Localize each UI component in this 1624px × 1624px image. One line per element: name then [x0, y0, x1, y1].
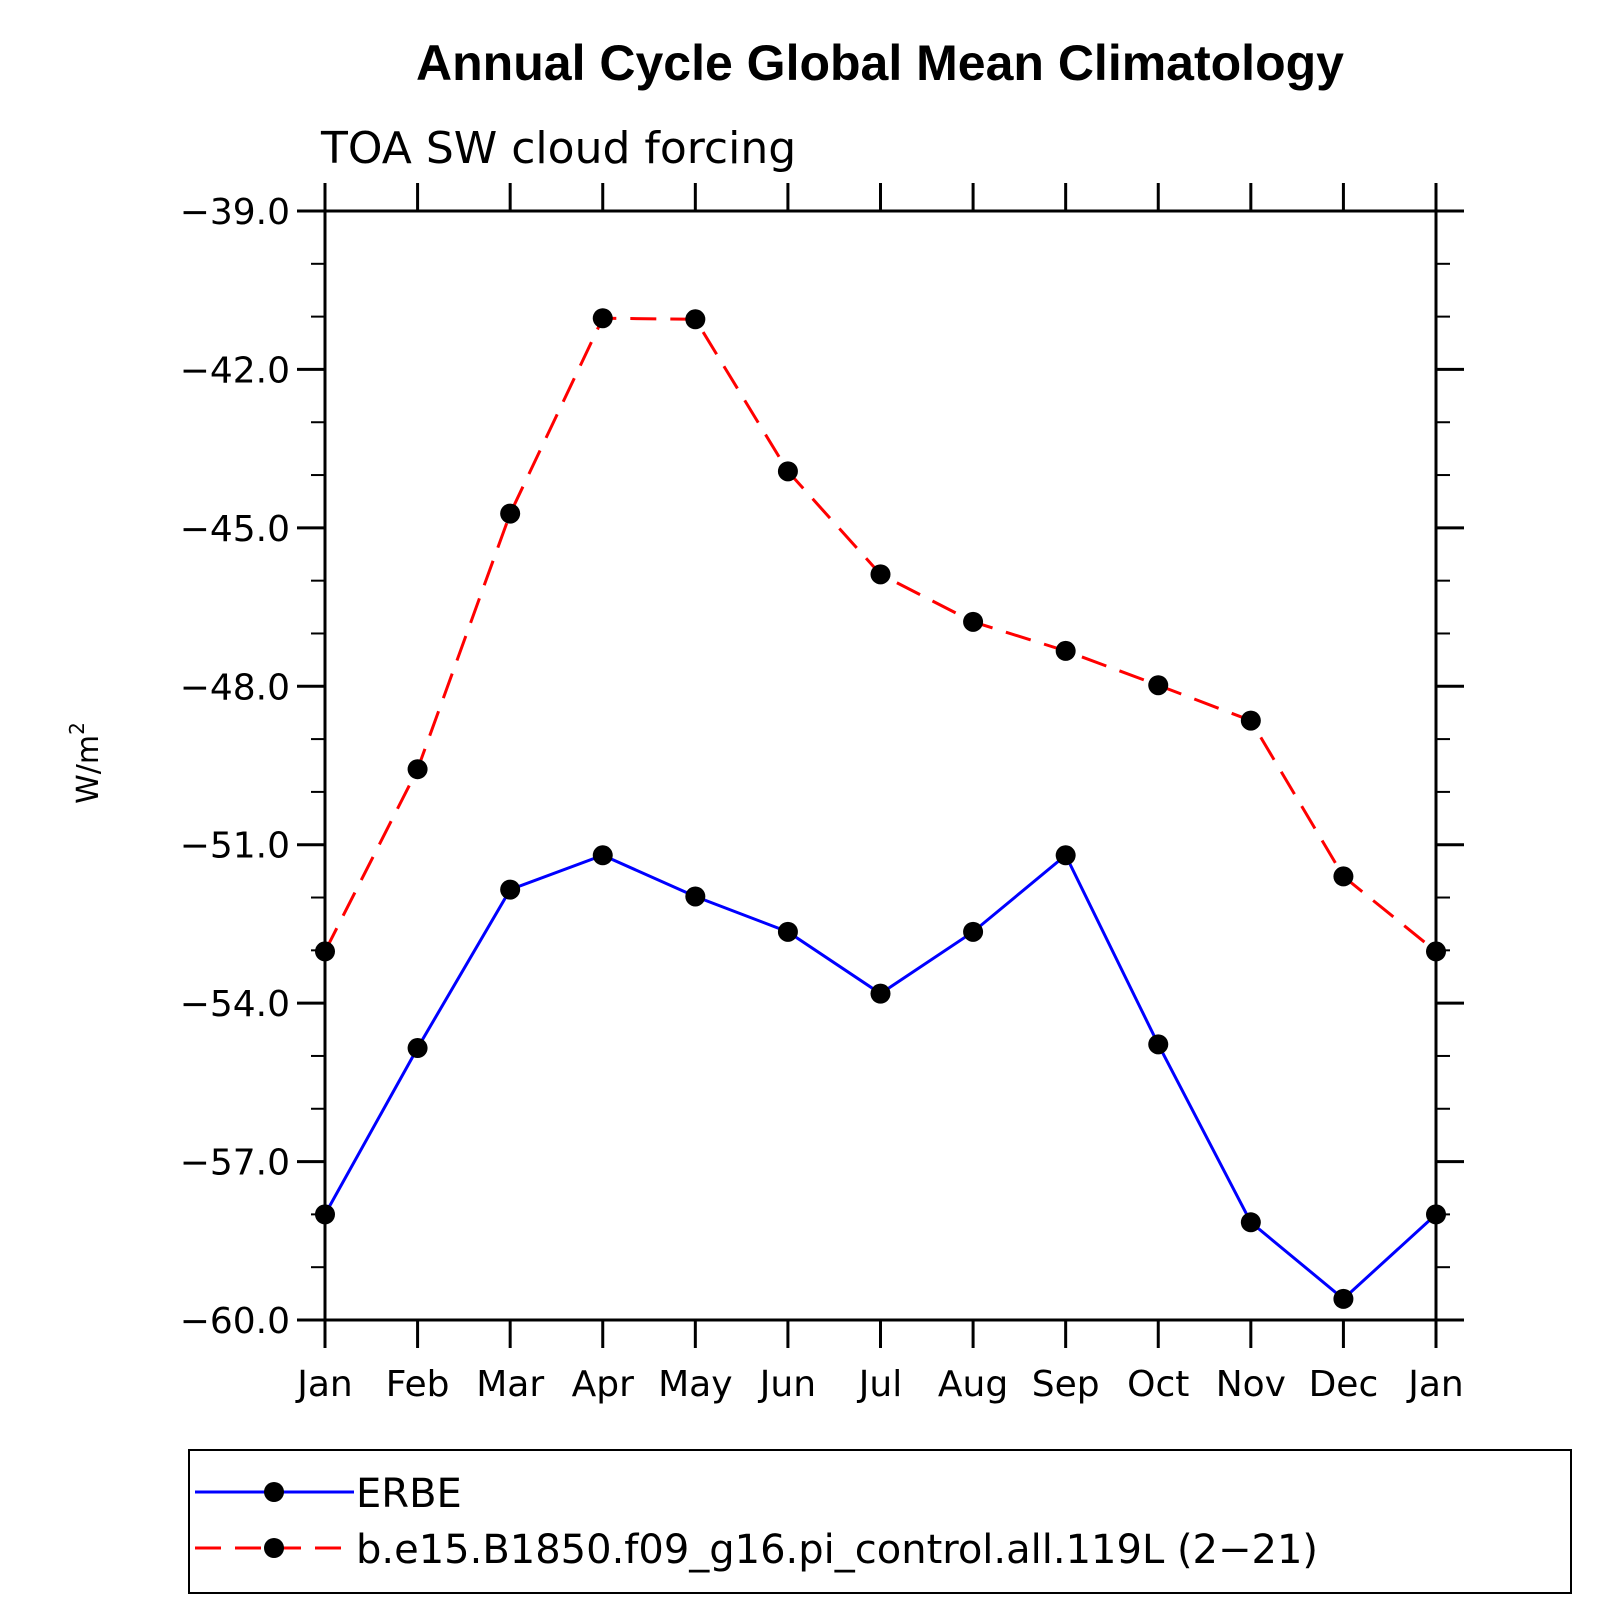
legend: ERBE b.e15.B1850.f09_g16.pi_control.all.1… [188, 1449, 1572, 1594]
data-point [500, 503, 521, 524]
data-point [685, 886, 706, 907]
data-point [1426, 1204, 1446, 1225]
data-point [963, 921, 984, 942]
series-line-2 [323, 316, 1437, 953]
x-tick-label: Apr [572, 1364, 634, 1405]
data-point [777, 921, 798, 942]
data-point [315, 941, 335, 962]
y-tick-label: −42.0 [180, 350, 290, 391]
data-point [1333, 866, 1354, 887]
x-tick-label: Aug [938, 1364, 1008, 1405]
data-point [1333, 1288, 1354, 1309]
x-tick-label: Sep [1032, 1364, 1100, 1405]
data-point [1240, 710, 1261, 731]
axes: −60.0 −57.0 −54.0 −51.0 −48.0 −45.0 −42.0 −39.0… [180, 183, 1464, 1405]
x-tick-label: Mar [476, 1364, 544, 1405]
y-tick-label: −57.0 [180, 1143, 290, 1184]
data-point [1148, 1034, 1169, 1055]
data-point [315, 1204, 335, 1225]
y-tick-label: −48.0 [180, 667, 290, 708]
data-point [592, 845, 613, 866]
data-point [500, 879, 521, 900]
legend-label: ERBE [356, 1471, 462, 1517]
y-tick-label: −51.0 [180, 826, 290, 867]
x-tick-label: Nov [1216, 1364, 1286, 1405]
legend-box [188, 1449, 1572, 1594]
data-point [407, 1038, 428, 1059]
data-point [870, 983, 891, 1004]
data-point [1240, 1212, 1261, 1233]
chart-subtitle: TOA SW cloud forcing [320, 123, 796, 174]
data-point [685, 309, 706, 330]
y-axis-label-text: W/m [71, 735, 106, 804]
data-point [870, 564, 891, 585]
x-tick-label: Feb [386, 1364, 450, 1405]
x-tick-label: Jun [758, 1364, 816, 1405]
series-line-1 [323, 852, 1438, 1301]
data-point [1148, 675, 1169, 696]
x-tick-label: Dec [1309, 1364, 1379, 1405]
y-axis-label: W/m2 [65, 722, 106, 804]
y-tick-label: −54.0 [180, 984, 290, 1025]
chart-title: Annual Cycle Global Mean Climatology [416, 35, 1344, 91]
legend-label: b.e15.B1850.f09_g16.pi_control.all.119L … [356, 1527, 1318, 1573]
x-tick-label: Oct [1127, 1364, 1189, 1405]
x-tick-label: Jul [857, 1364, 902, 1405]
data-point [1055, 845, 1076, 866]
data-point [777, 461, 798, 482]
x-tick-label: Jan [295, 1364, 353, 1405]
data-point [963, 611, 984, 632]
x-tick-label: May [658, 1364, 732, 1405]
x-tick-label: Jan [1406, 1364, 1464, 1405]
legend-marker [264, 1482, 284, 1502]
data-point [592, 308, 613, 329]
legend-marker [264, 1538, 284, 1558]
series-layer [315, 308, 1446, 1309]
data-point [1055, 640, 1076, 661]
y-tick-label: −60.0 [180, 1301, 290, 1342]
data-point [407, 759, 428, 780]
plot-frame [323, 209, 1438, 1322]
y-tick-label: −45.0 [180, 509, 290, 550]
data-point [1426, 941, 1446, 962]
y-tick-label: −39.0 [180, 192, 290, 233]
y-axis-label-superscript: 2 [65, 722, 89, 735]
